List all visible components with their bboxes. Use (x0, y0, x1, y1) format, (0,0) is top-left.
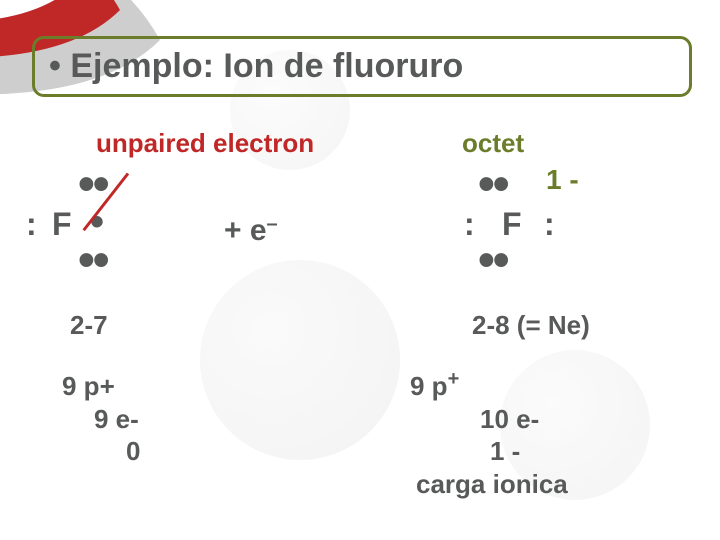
lone-pair-right-r: : (544, 206, 555, 243)
protons-right-text: 9 p (410, 371, 448, 401)
title-box: • Ejemplo: Ion de fluoruro (32, 36, 692, 97)
electron-pair-top-r: •• (478, 178, 508, 192)
content-area: unpaired electron octet •• : F • •• + e–… (0, 120, 720, 540)
lone-pair-left-r: : (464, 206, 475, 243)
label-octet: octet (462, 128, 524, 159)
electron-config-right: 2-8 (= Ne) (472, 310, 590, 341)
protons-right: 9 p+ (410, 370, 568, 403)
netcharge-left: 0 (62, 435, 140, 468)
electrons-left: 9 e- (62, 403, 140, 436)
proton-electron-right: 9 p+ 10 e- 1 - carga ionica (410, 370, 568, 500)
ionic-charge-label: carga ionica (410, 468, 568, 501)
lewis-right: •• 1 - : F : •• (450, 168, 660, 298)
electron-config-left: 2-7 (70, 310, 108, 341)
lone-pair-left: : (26, 206, 37, 243)
netcharge-right: 1 - (410, 435, 568, 468)
protons-left: 9 p+ (62, 370, 140, 403)
electron-pair-top: •• (78, 178, 108, 192)
electron-pair-bottom-r: •• (478, 254, 508, 268)
plus-e-text: + e (224, 214, 267, 247)
element-symbol: F (52, 206, 72, 243)
label-unpaired: unpaired electron (96, 128, 314, 159)
ion-charge: 1 - (546, 164, 579, 196)
electrons-right: 10 e- (410, 403, 568, 436)
protons-right-sup: + (448, 368, 460, 390)
plus-electron: + e– (224, 214, 278, 248)
electron-pair-bottom: •• (78, 254, 108, 268)
plus-e-sup: – (267, 213, 278, 235)
proton-electron-left: 9 p+ 9 e- 0 (62, 370, 140, 468)
slide-title: • Ejemplo: Ion de fluoruro (49, 47, 675, 86)
